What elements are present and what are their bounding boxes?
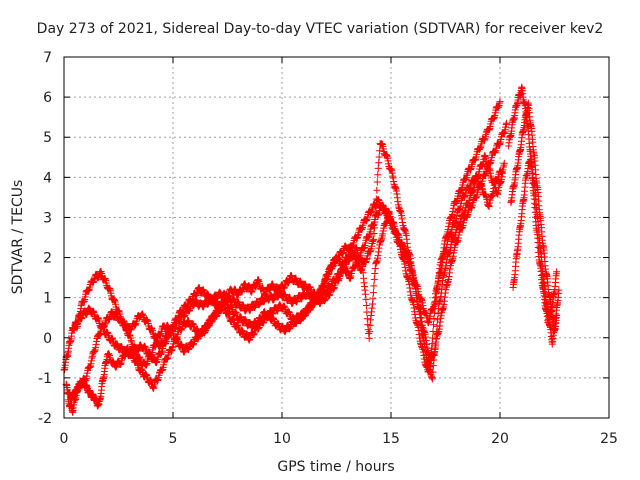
data-point (362, 295, 370, 303)
data-point (430, 321, 438, 329)
series-track-d (64, 98, 504, 416)
y-tick-labels: -2 -1 0 1 2 3 4 5 6 7 (38, 50, 52, 427)
y-tick-label: 0 (43, 331, 52, 347)
data-point (373, 178, 381, 186)
x-tick-label: 15 (382, 431, 400, 447)
data-point (372, 195, 380, 203)
y-tick-label: -2 (38, 411, 52, 427)
x-tick-label: 10 (273, 431, 291, 447)
x-tick-labels: 0 5 10 15 20 25 (60, 431, 618, 447)
y-tick-label: 1 (43, 291, 52, 307)
x-tick-label: 20 (491, 431, 509, 447)
x-tick-label: 25 (600, 431, 618, 447)
x-axis-label: GPS time / hours (277, 459, 394, 475)
data-point (376, 147, 384, 155)
data-point (370, 282, 378, 290)
y-tick-label: 5 (43, 130, 52, 146)
data-point (372, 204, 380, 212)
series-track-c (73, 119, 511, 376)
data-point (365, 334, 373, 342)
data-point (375, 153, 383, 161)
y-tick-label: -1 (38, 371, 52, 387)
chart-title: Day 273 of 2021, Sidereal Day-to-day VTE… (37, 21, 604, 37)
data-point (374, 171, 382, 179)
data-point (503, 119, 511, 127)
data-point (369, 289, 377, 297)
y-tick-label: 4 (43, 170, 52, 186)
data-point (429, 334, 437, 342)
data-point (500, 159, 508, 167)
data-point (373, 186, 381, 194)
data-point (370, 235, 378, 243)
x-tick-label: 0 (60, 431, 69, 447)
data-point (428, 375, 436, 383)
y-tick-label: 6 (43, 90, 52, 106)
data-point (369, 295, 377, 303)
y-axis-label: SDTVAR / TECUs (10, 180, 26, 295)
x-tick-label: 5 (169, 431, 178, 447)
y-tick-label: 3 (43, 210, 52, 226)
y-tick-label: 7 (43, 50, 52, 66)
data-point (555, 286, 563, 294)
y-tick-label: 2 (43, 251, 52, 267)
data-series (60, 83, 563, 416)
